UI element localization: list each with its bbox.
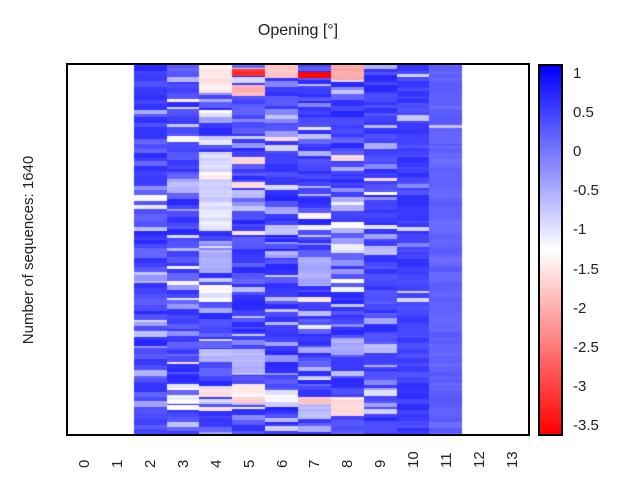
x-tick-label: 2 (142, 459, 160, 468)
colorbar-tick-label: -2 (573, 299, 587, 317)
x-tick-label: 10 (405, 451, 422, 468)
x-tick-label: 6 (273, 459, 291, 468)
x-tick-label: 13 (503, 451, 521, 468)
x-tick-label: 5 (240, 459, 258, 468)
chart-title: Opening [°] (257, 22, 339, 39)
colorbar-tick-label: 0 (573, 143, 582, 161)
colorbar-tick-label: -0.5 (573, 182, 599, 200)
x-tick-label: 9 (372, 459, 390, 468)
x-tick-label: 0 (76, 459, 94, 468)
colorbar (538, 64, 563, 436)
x-tick-label: 11 (437, 452, 455, 468)
heatmap-canvas (68, 65, 528, 434)
x-tick-label: 8 (339, 459, 357, 468)
y-axis-label: Number of sequences: 1640 (20, 155, 37, 345)
x-tick-label: 7 (306, 459, 324, 468)
colorbar-tick-label: 0.5 (573, 103, 594, 121)
x-tick-label: 1 (109, 459, 127, 468)
plot-area (66, 63, 530, 436)
x-tick-label: 3 (175, 459, 192, 468)
x-tick-label: 4 (207, 459, 225, 468)
colorbar-tick-label: -2.5 (573, 338, 599, 356)
colorbar-tick-label: -1.5 (573, 260, 599, 278)
colorbar-tick-label: 1 (573, 64, 582, 82)
colorbar-tick-label: -3.5 (573, 417, 599, 435)
x-tick-label: 12 (470, 451, 488, 468)
colorbar-tick-label: -3 (573, 378, 587, 396)
colorbar-tick-label: -1 (573, 221, 587, 239)
